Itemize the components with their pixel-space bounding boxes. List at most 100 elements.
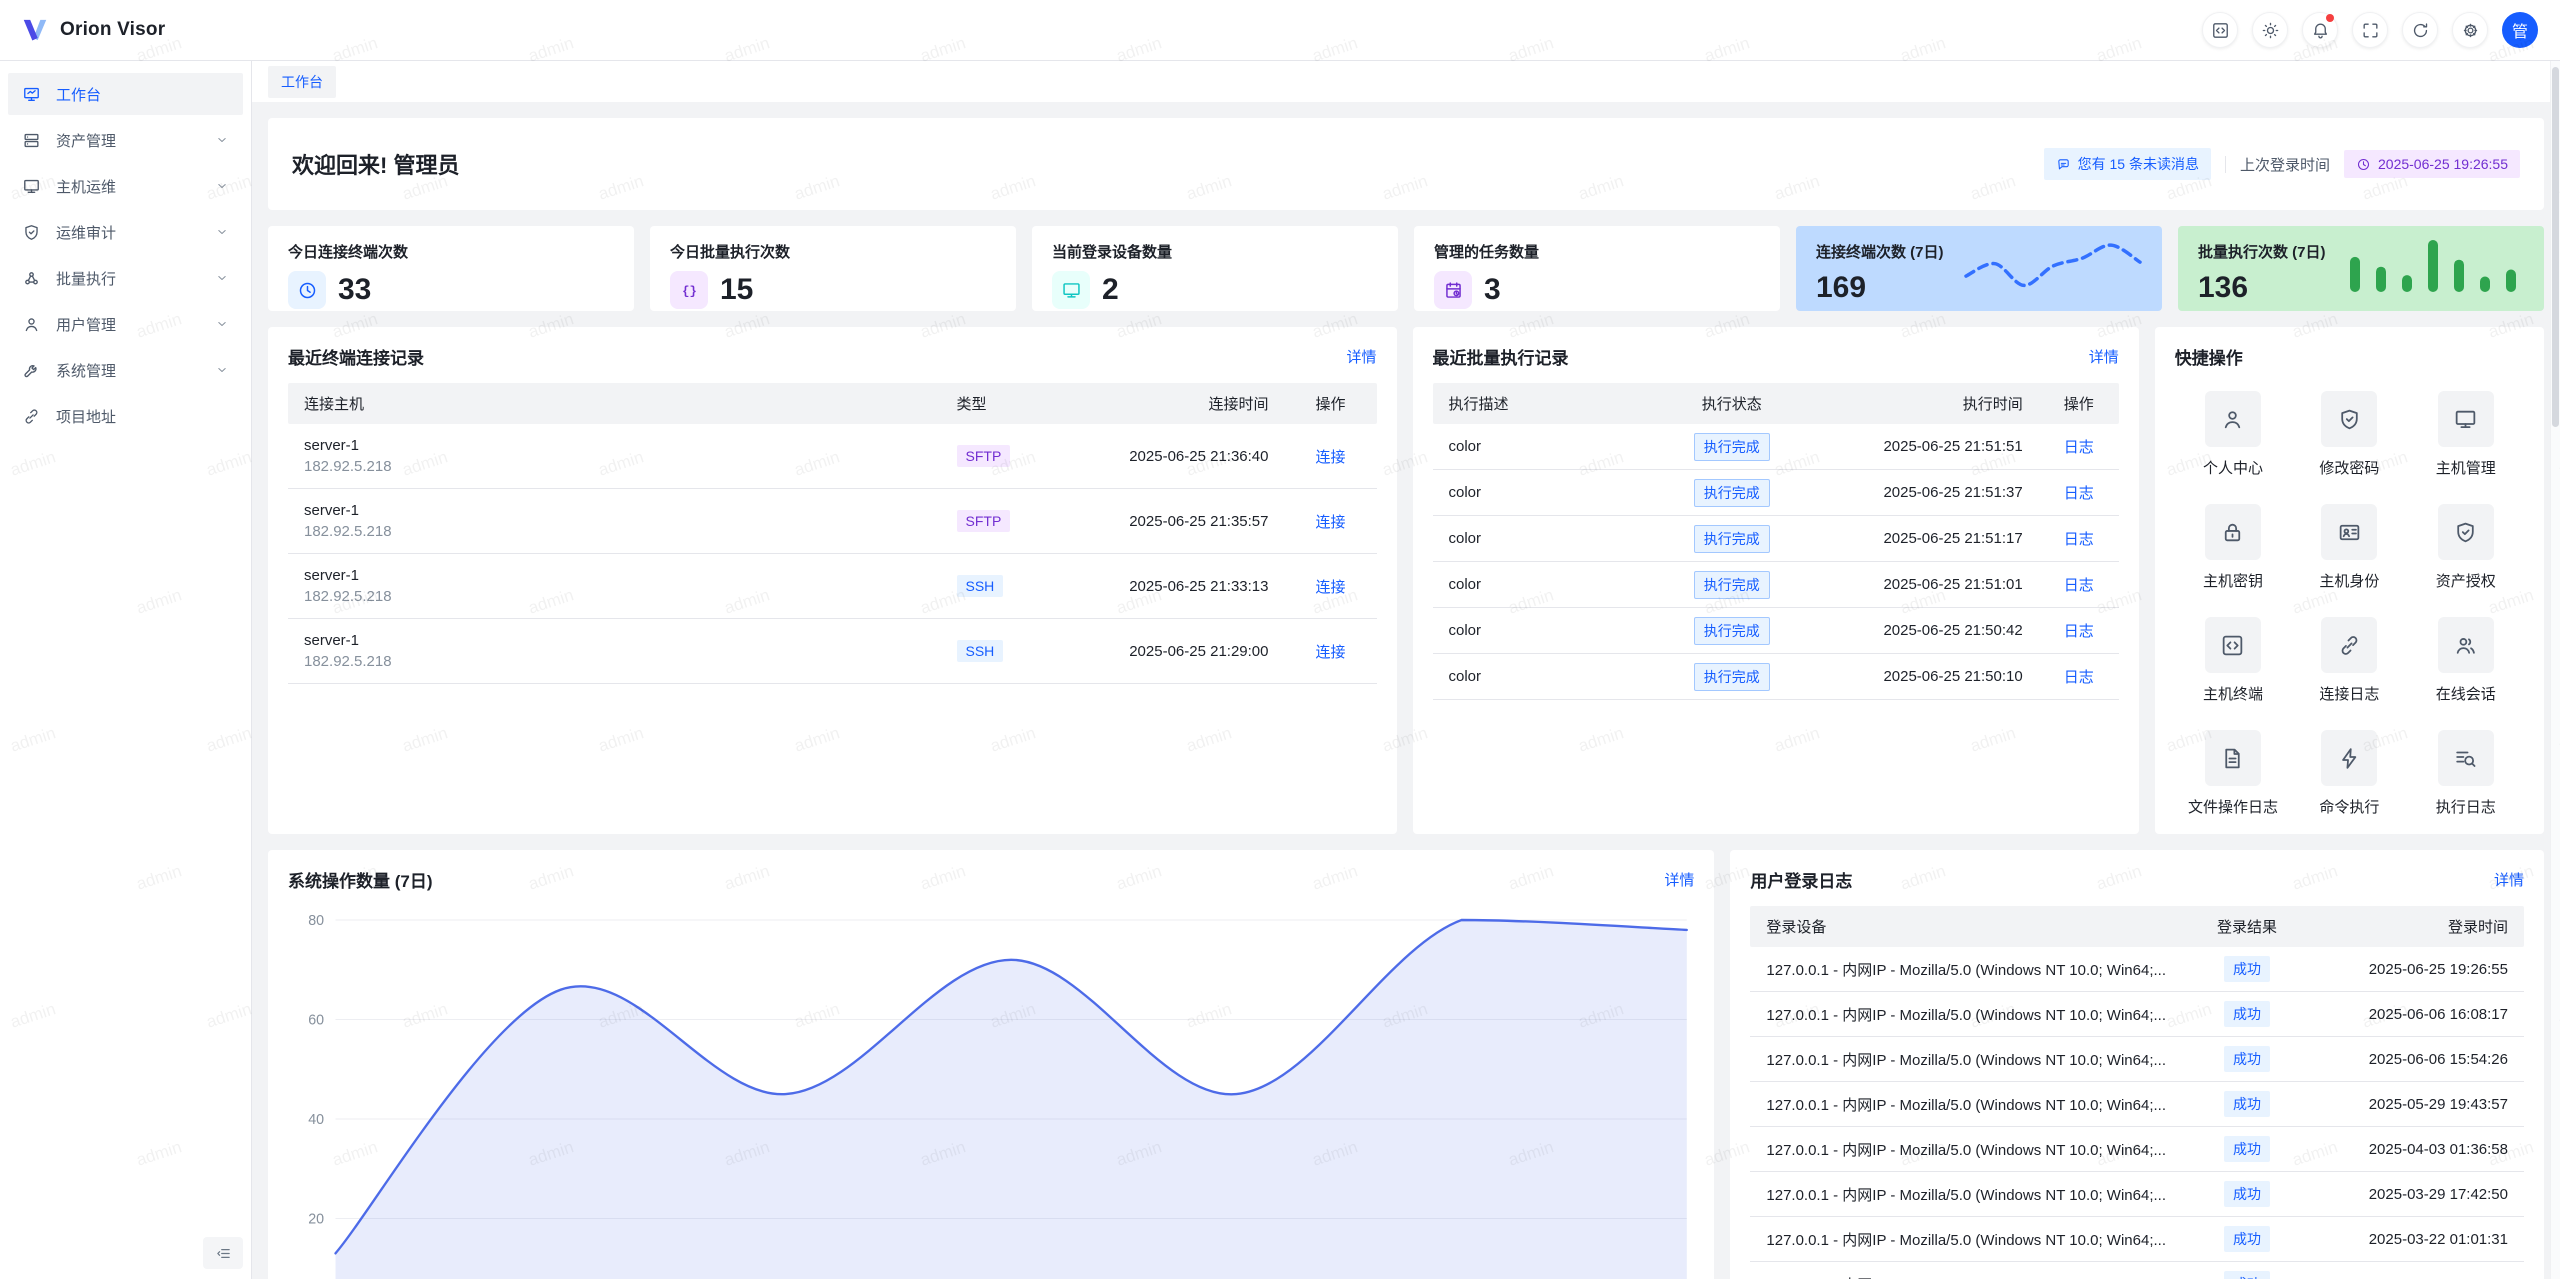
user-login-logs-panel: 用户登录日志 详情 登录设备 登录结果 登录时间 127.0.0.1 - 内网IP -…	[1730, 850, 2544, 1279]
stat-value-row: {} 15	[670, 271, 996, 309]
time-cell: 2025-03-22 01:01:31	[2368, 1230, 2508, 1248]
notifications-button[interactable]	[2302, 12, 2338, 48]
executions-table: 执行描述 执行状态 执行时间 操作 color 执行完成 2025-06-25 21:51:…	[1432, 383, 2119, 700]
host-cell: server-1 182.92.5.218	[288, 630, 941, 672]
sidebar-item-batch[interactable]: 批量执行	[8, 257, 243, 299]
quick-action-item[interactable]: 主机管理	[2408, 391, 2524, 478]
quick-action-label: 文件操作日志	[2187, 799, 2278, 816]
quick-action-item[interactable]: 执行日志	[2408, 730, 2524, 817]
sidebar-item-link[interactable]: 项目地址	[8, 395, 243, 437]
host-ip: 182.92.5.218	[304, 653, 392, 670]
result-badge: 成功	[2224, 1136, 2270, 1162]
stat-value: 15	[720, 273, 754, 306]
sidebar-item-user[interactable]: 用户管理	[8, 303, 243, 345]
log-link[interactable]: 日志	[2063, 623, 2094, 640]
chevron-down-icon	[215, 317, 229, 331]
unread-messages-badge[interactable]: 您有 15 条未读消息	[2043, 148, 2211, 180]
connect-link[interactable]: 连接	[1315, 643, 1346, 661]
action-cell: 日志	[2039, 666, 2119, 687]
time-cell: 2025-06-06 15:54:26	[2368, 1050, 2508, 1068]
sidebar-item-system[interactable]: 系统管理	[8, 349, 243, 391]
chevron-down-icon	[215, 363, 229, 377]
time-cell: 2025-03-22 00:42:34	[2312, 1276, 2524, 1279]
theme-button[interactable]	[2252, 12, 2288, 48]
sidebar-item-audit[interactable]: 运维审计	[8, 211, 243, 253]
refresh-icon	[2411, 21, 2430, 40]
quick-action-item[interactable]: 主机终端	[2175, 617, 2291, 704]
column-header: 执行描述	[1448, 396, 1509, 413]
connect-link[interactable]: 连接	[1315, 513, 1346, 531]
log-link[interactable]: 日志	[2063, 577, 2094, 594]
status-cell: 执行完成	[1657, 616, 1807, 645]
log-link[interactable]: 日志	[2063, 485, 2094, 502]
time-cell: 2025-06-25 21:50:10	[1883, 668, 2023, 685]
table-row: 127.0.0.1 - 内网IP - Mozilla/5.0 (Windows …	[1750, 1172, 2524, 1217]
user-avatar[interactable]: 管	[2502, 12, 2538, 48]
refresh-button[interactable]	[2402, 12, 2438, 48]
quick-action-item[interactable]: 连接日志	[2291, 617, 2407, 704]
status-badge: 执行完成	[1693, 432, 1770, 461]
fullscreen-button[interactable]	[2352, 12, 2388, 48]
sidebar-item-label: 运维审计	[56, 224, 117, 242]
type-cell: SSH	[941, 640, 1053, 662]
quick-action-item[interactable]: 修改密码	[2291, 391, 2407, 478]
shield-check-icon	[2437, 504, 2494, 560]
table-row: color 执行完成 2025-06-25 21:51:17 日志	[1432, 516, 2119, 562]
column-header: 连接主机	[304, 396, 365, 413]
table-row: 127.0.0.1 - 内网IP - Mozilla/5.0 (Windows …	[1750, 1127, 2524, 1172]
breadcrumb-bar: 工作台	[252, 61, 2560, 102]
sidebar-collapse-button[interactable]	[203, 1237, 243, 1269]
settings-button[interactable]	[2452, 12, 2488, 48]
quick-action-label: 主机终端	[2202, 686, 2263, 703]
link-icon	[22, 407, 41, 426]
time-cell: 2025-06-25 21:50:42	[1883, 622, 2023, 639]
bell-icon	[2311, 21, 2330, 40]
connect-link[interactable]: 连接	[1315, 448, 1346, 466]
quick-action-label: 连接日志	[2319, 686, 2380, 703]
detail-link[interactable]: 详情	[2088, 349, 2119, 366]
column-header: 执行时间	[1962, 396, 2023, 413]
detail-link[interactable]: 详情	[1664, 872, 1695, 889]
host-cell: server-1 182.92.5.218	[288, 565, 941, 607]
quick-action-label: 个人中心	[2202, 460, 2263, 477]
quick-action-item[interactable]: 主机密钥	[2175, 504, 2291, 591]
quick-action-item[interactable]: 文件操作日志	[2175, 730, 2291, 817]
stats-row: 今日连接终端次数 33 今日批量执行次数 {} 15 当前登录设备数量 2 管理的任务数量 3 连…	[268, 226, 2544, 311]
stat-value-row: 33	[288, 271, 614, 309]
status-cell: 执行完成	[1657, 662, 1807, 691]
status-cell: 执行完成	[1657, 570, 1807, 599]
time-cell: 2025-03-29 17:42:50	[2368, 1185, 2508, 1203]
log-link[interactable]: 日志	[2063, 669, 2094, 686]
message-icon	[2056, 157, 2071, 172]
scrollbar-thumb[interactable]	[2552, 67, 2559, 427]
connect-link[interactable]: 连接	[1315, 578, 1346, 596]
svg-text:20: 20	[308, 1211, 324, 1227]
log-link[interactable]: 日志	[2063, 439, 2094, 456]
table-row: server-1 182.92.5.218 SFTP 2025-06-25 21:35…	[288, 489, 1377, 554]
sidebar-item-workbench[interactable]: 工作台	[8, 73, 243, 115]
users-icon	[2437, 617, 2494, 673]
quick-action-item[interactable]: 个人中心	[2175, 391, 2291, 478]
stat-label: 今日连接终端次数	[288, 244, 409, 261]
detail-link[interactable]: 详情	[1346, 349, 1377, 366]
sidebar-item-asset[interactable]: 资产管理	[8, 119, 243, 161]
quick-action-item[interactable]: 主机身份	[2291, 504, 2407, 591]
description-cell: color	[1448, 622, 1482, 639]
devtools-button[interactable]	[2202, 12, 2238, 48]
system-operations-chart-panel: 系统操作数量 (7日) 详情 0204060802025-06-192025-0…	[268, 850, 1715, 1279]
time-cell: 2025-05-29 19:43:57	[2368, 1095, 2508, 1113]
area-chart: 0204060802025-06-192025-06-202025-06-212…	[288, 906, 1694, 1279]
quick-actions-grid: 个人中心 修改密码 主机管理主机密钥 主机身份 资产授权主机终端 连接日志 在线会话文件操作…	[2175, 391, 2524, 817]
stat-value-row: 2	[1052, 271, 1378, 309]
sidebar-item-host-ops[interactable]: 主机运维	[8, 165, 243, 207]
time-cell: 2025-06-25 21:51:37	[1883, 484, 2023, 501]
brand: Orion Visor	[20, 15, 165, 45]
protocol-badge: SSH	[956, 575, 1004, 597]
quick-action-item[interactable]: 命令执行	[2291, 730, 2407, 817]
stat-label: 管理的任务数量	[1434, 244, 1540, 261]
breadcrumb[interactable]: 工作台	[268, 65, 336, 98]
log-link[interactable]: 日志	[2063, 531, 2094, 548]
detail-link[interactable]: 详情	[2493, 872, 2524, 889]
quick-action-item[interactable]: 资产授权	[2408, 504, 2524, 591]
quick-action-item[interactable]: 在线会话	[2408, 617, 2524, 704]
